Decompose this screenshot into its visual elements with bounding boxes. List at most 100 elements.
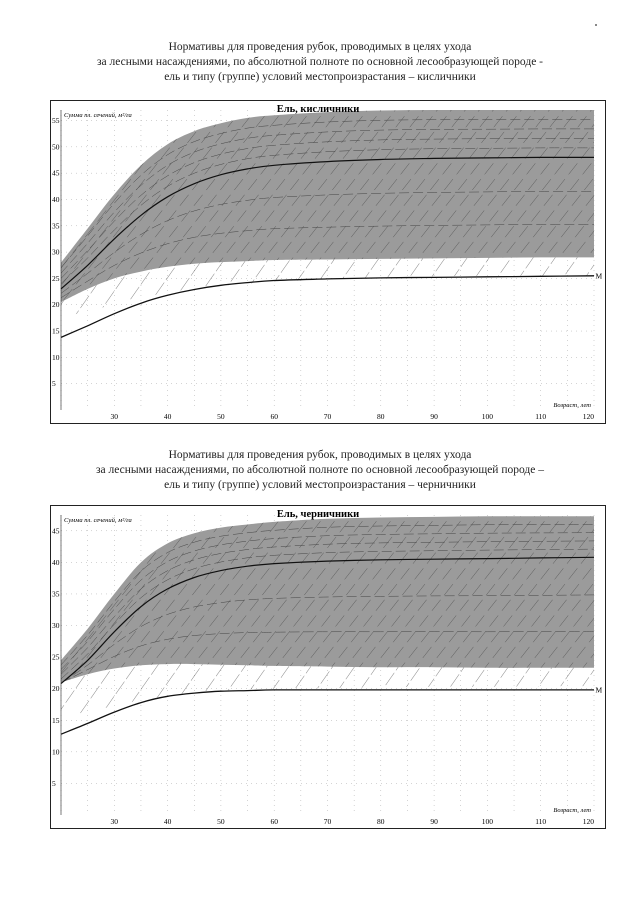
band-diagonal <box>214 109 476 303</box>
x-tick-label: 50 <box>217 817 225 826</box>
chart-title: Ель, кисличники <box>277 104 360 115</box>
band-diagonal <box>61 109 266 303</box>
band-level-curve <box>61 540 594 675</box>
y-tick-label: 50 <box>52 142 60 151</box>
x-tick-label: 90 <box>430 412 438 421</box>
optimal-line <box>60 556 595 685</box>
y-tick-label: 40 <box>52 558 60 567</box>
y-tick-label: 35 <box>52 589 60 598</box>
band-diagonal <box>396 109 594 303</box>
band-diagonal <box>186 516 448 683</box>
minimum-line <box>60 275 595 338</box>
x-axis: 30 40 50 60 70 80 90 100 110 120 <box>111 817 595 826</box>
band-diagonal <box>61 109 252 303</box>
band-diagonal <box>186 109 448 303</box>
band-diagonal <box>228 516 490 683</box>
band-diagonal <box>172 109 434 303</box>
chart-kislichniki-svg: 5 10 15 20 25 30 35 40 45 50 55 30 40 50 60 70 80 90 100 11… <box>50 100 606 424</box>
hatched-range <box>61 663 594 721</box>
band-diagonal <box>144 516 406 683</box>
band-diagonal <box>144 109 406 303</box>
band-diagonal <box>61 516 308 683</box>
y-axis: 5 10 15 20 25 30 35 40 45 <box>52 515 62 815</box>
band-level-curve <box>61 532 594 670</box>
heading-line: ель и типу (группе) условий местопроизра… <box>164 71 476 83</box>
y-tick-label: 30 <box>52 248 60 257</box>
y-tick-label: 10 <box>52 747 60 756</box>
band-diagonal <box>340 516 594 683</box>
band-level-curve <box>61 128 594 274</box>
y-axis-label: Сумма пл. сечений, м²/га <box>64 517 132 524</box>
band-diagonal <box>61 516 252 683</box>
band-level-curve <box>61 138 594 279</box>
x-tick-label: 30 <box>111 817 119 826</box>
x-tick-label: 70 <box>324 412 332 421</box>
x-tick-label: 50 <box>217 412 225 421</box>
band-diagonal <box>102 109 364 303</box>
y-axis-label: Сумма пл. сечений, м²/га <box>64 112 132 119</box>
y-tick-label: 55 <box>52 116 60 125</box>
x-axis-label: Возраст, лет <box>553 402 591 409</box>
band-diagonal <box>396 516 594 683</box>
x-axis: 30 40 50 60 70 80 90 100 110 120 <box>111 412 595 421</box>
band-diagonal <box>74 516 336 683</box>
band-diagonal <box>452 109 594 303</box>
heading-line: ель и типу (группе) условий местопроизра… <box>164 479 476 491</box>
chart-kislichniki: 5 10 15 20 25 30 35 40 45 50 55 30 40 50 60 70 80 90 100 11… <box>50 100 606 424</box>
band-level-curve <box>61 594 594 683</box>
band-diagonal <box>270 109 532 303</box>
band-level-curves <box>61 524 594 683</box>
band-diagonal <box>382 109 594 303</box>
band-diagonal <box>130 516 392 683</box>
band-diagonal <box>130 109 392 303</box>
band-diagonal <box>102 516 364 683</box>
band-level-curve <box>61 631 594 683</box>
heading-line: Нормативы для проведения рубок, проводим… <box>168 41 472 53</box>
x-tick-label: 100 <box>482 817 494 826</box>
band-diagonal <box>242 516 504 683</box>
band-diagonal <box>242 109 504 303</box>
y-tick-label: 15 <box>52 716 60 725</box>
optimal-line <box>60 156 595 290</box>
band-level-curve <box>61 548 594 680</box>
chart-chernichniki: 5 10 15 20 25 30 35 40 45 30 40 50 60 70 80 90 100 110 120… <box>50 505 606 829</box>
y-tick-label: 5 <box>52 379 56 388</box>
hatched-range <box>61 257 594 318</box>
band-diagonal <box>424 109 594 303</box>
heading-line: за лесными насаждениями, по абсолютной п… <box>96 56 544 68</box>
band-diagonal <box>340 109 594 303</box>
band-diagonal <box>354 109 594 303</box>
band-diagonal <box>214 516 476 683</box>
minimum-line <box>60 689 594 735</box>
y-tick-label: 20 <box>52 300 60 309</box>
band-diagonal <box>298 109 560 303</box>
x-tick-label: 80 <box>377 817 385 826</box>
band-diagonal <box>61 516 266 683</box>
band-level-curve <box>61 524 594 666</box>
y-tick-label: 35 <box>52 221 60 230</box>
y-tick-label: 5 <box>52 779 56 788</box>
band-diagonal <box>368 516 594 683</box>
page-heading-kislichniki: Нормативы для проведения рубок, проводим… <box>40 40 600 85</box>
band-diagonal <box>158 516 420 683</box>
x-tick-label: 110 <box>535 817 546 826</box>
band-level-curve <box>61 224 594 299</box>
heading-line: за лесными насаждениями, по абсолютной п… <box>96 464 544 476</box>
band-diagonal <box>438 516 594 683</box>
band-diagonal <box>116 516 378 683</box>
x-tick-label: 40 <box>164 412 172 421</box>
band-diagonal <box>88 516 350 683</box>
band-level-curve <box>61 119 594 269</box>
band-diagonal <box>61 109 308 303</box>
band-diagonal <box>61 516 280 683</box>
x-tick-label: 110 <box>535 412 546 421</box>
band-diagonal <box>452 516 594 683</box>
y-tick-label: 25 <box>52 653 60 662</box>
band-diagonal <box>410 109 594 303</box>
x-tick-label: 70 <box>324 817 332 826</box>
band-diagonal <box>61 516 224 683</box>
minimum-line-label: М <box>596 271 603 280</box>
band-diagonal <box>61 109 280 303</box>
band-diagonal <box>61 516 322 683</box>
band-diagonal <box>61 516 294 683</box>
